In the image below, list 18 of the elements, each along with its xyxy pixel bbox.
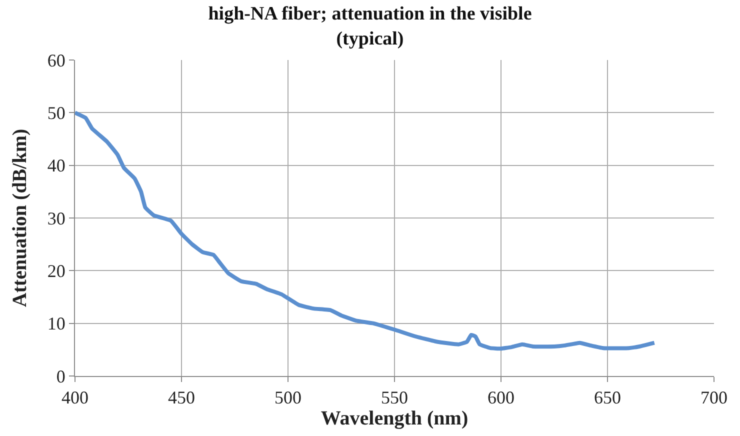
y-tick-label: 60 bbox=[47, 50, 66, 70]
y-tick-label: 50 bbox=[47, 102, 66, 123]
line-series bbox=[75, 110, 656, 351]
chart-title: high-NA fiber; attenuation in the visible (typical) bbox=[208, 4, 532, 50]
y-axis-title: Attenuation (dB/km) bbox=[8, 128, 31, 308]
x-tick-label: 450 bbox=[168, 388, 195, 408]
y-tick-label: 40 bbox=[47, 156, 66, 176]
x-tick-label: 400 bbox=[62, 388, 88, 408]
y-tick-label: 30 bbox=[47, 208, 66, 228]
y-tick-label: 10 bbox=[47, 314, 66, 334]
x-tick-label: 650 bbox=[594, 388, 621, 408]
x-axis-title: Wavelength (nm) bbox=[320, 408, 468, 430]
x-tick-label: 700 bbox=[700, 388, 728, 408]
x-tick-label: 500 bbox=[274, 388, 302, 408]
y-tick-label: 20 bbox=[47, 260, 66, 281]
y-tick-label: 0 bbox=[56, 366, 66, 386]
x-tick-label: 550 bbox=[381, 388, 408, 408]
x-tick-label: 600 bbox=[488, 388, 514, 408]
